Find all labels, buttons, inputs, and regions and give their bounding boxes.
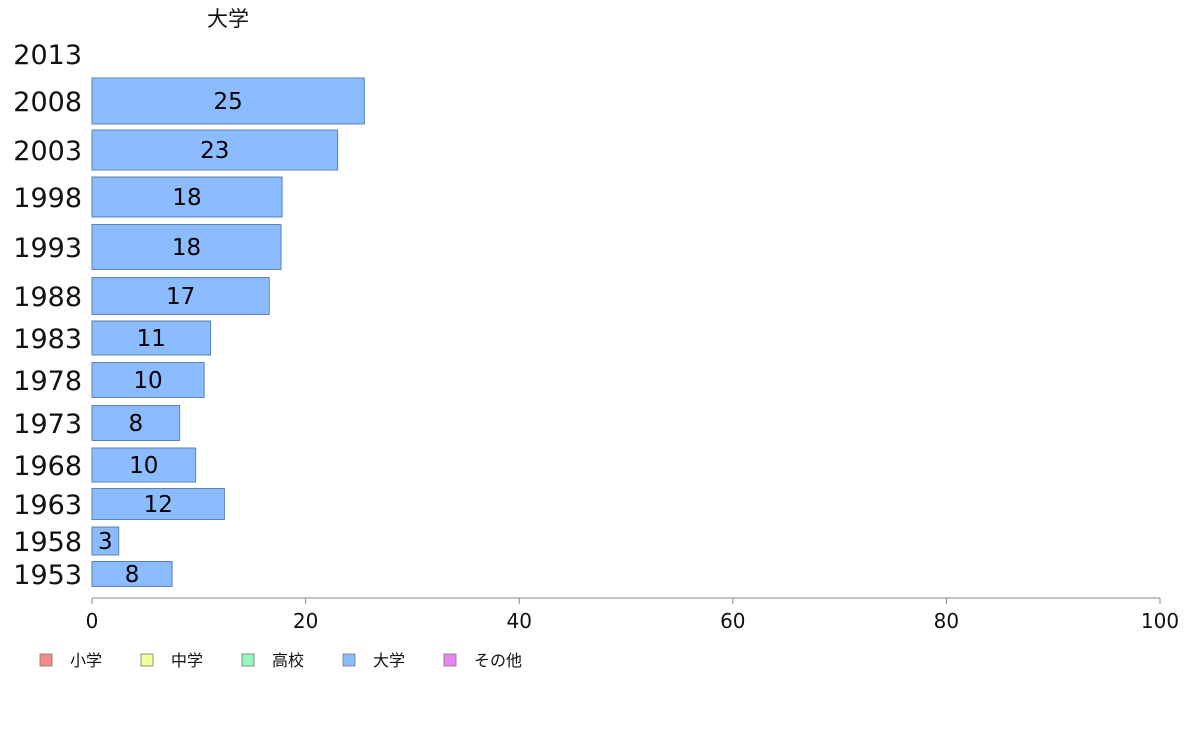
bar [91,129,339,171]
legend-swatch [241,653,255,667]
legend-swatch [39,653,53,667]
y-tick-label: 1968 [13,451,82,482]
bar-value-label: 18 [172,235,201,261]
x-tick-label: 60 [720,609,745,633]
bar [91,362,205,398]
y-tick-label: 1958 [13,527,82,558]
bar-value-label: 10 [129,453,158,479]
y-tick-label: 2013 [13,40,82,71]
bar-value-label: 18 [172,185,201,211]
bar-value-label: 10 [133,368,162,394]
bar [91,488,225,520]
bar-value-label: 3 [98,529,113,555]
y-tick-label: 2003 [13,136,82,167]
y-axis-labels: 2013 2008 2003 1998 1993 1988 1983 1978 1973 1968… [13,40,82,591]
bar [91,526,120,556]
bar-value-label: 8 [128,411,143,437]
legend-label: 中学 [171,651,203,670]
chart-title: 大学 [207,7,249,31]
bar [91,77,365,125]
bar [91,277,270,315]
bar-value-label: 25 [214,89,243,115]
bar [91,447,197,483]
x-tick-label: 80 [934,609,959,633]
bar-value-label: 17 [166,284,195,310]
x-axis: 0 20 40 60 80 100 [86,597,1179,633]
y-tick-label: 1993 [13,233,82,264]
bar [91,405,181,441]
bar-value-label: 8 [125,562,140,588]
bar [91,176,283,218]
legend-swatch [342,653,356,667]
bar-value-label: 12 [144,492,173,518]
y-tick-label: 1963 [13,490,82,521]
bar [91,224,282,270]
x-tick-label: 0 [86,609,99,633]
bar [91,320,212,356]
x-tick-label: 100 [1141,609,1179,633]
y-tick-label: 1988 [13,282,82,313]
legend-label: 小学 [70,651,102,670]
y-tick-label: 1983 [13,324,82,355]
y-tick-label: 1953 [13,560,82,591]
legend-label: 大学 [373,651,405,670]
bar-value-label: 23 [200,138,229,164]
legend-label: 高校 [272,651,304,670]
bar [91,561,173,587]
legend: 小学 中学 高校 大学 その他 [39,651,522,670]
bar-value-label: 11 [137,326,166,352]
legend-swatch [443,653,457,667]
y-tick-label: 2008 [13,87,82,118]
legend-label: その他 [474,651,522,670]
y-tick-label: 1978 [13,366,82,397]
y-tick-label: 1973 [13,409,82,440]
y-tick-label: 1998 [13,183,82,214]
x-tick-label: 40 [506,609,531,633]
legend-swatch [140,653,154,667]
x-tick-label: 20 [293,609,318,633]
